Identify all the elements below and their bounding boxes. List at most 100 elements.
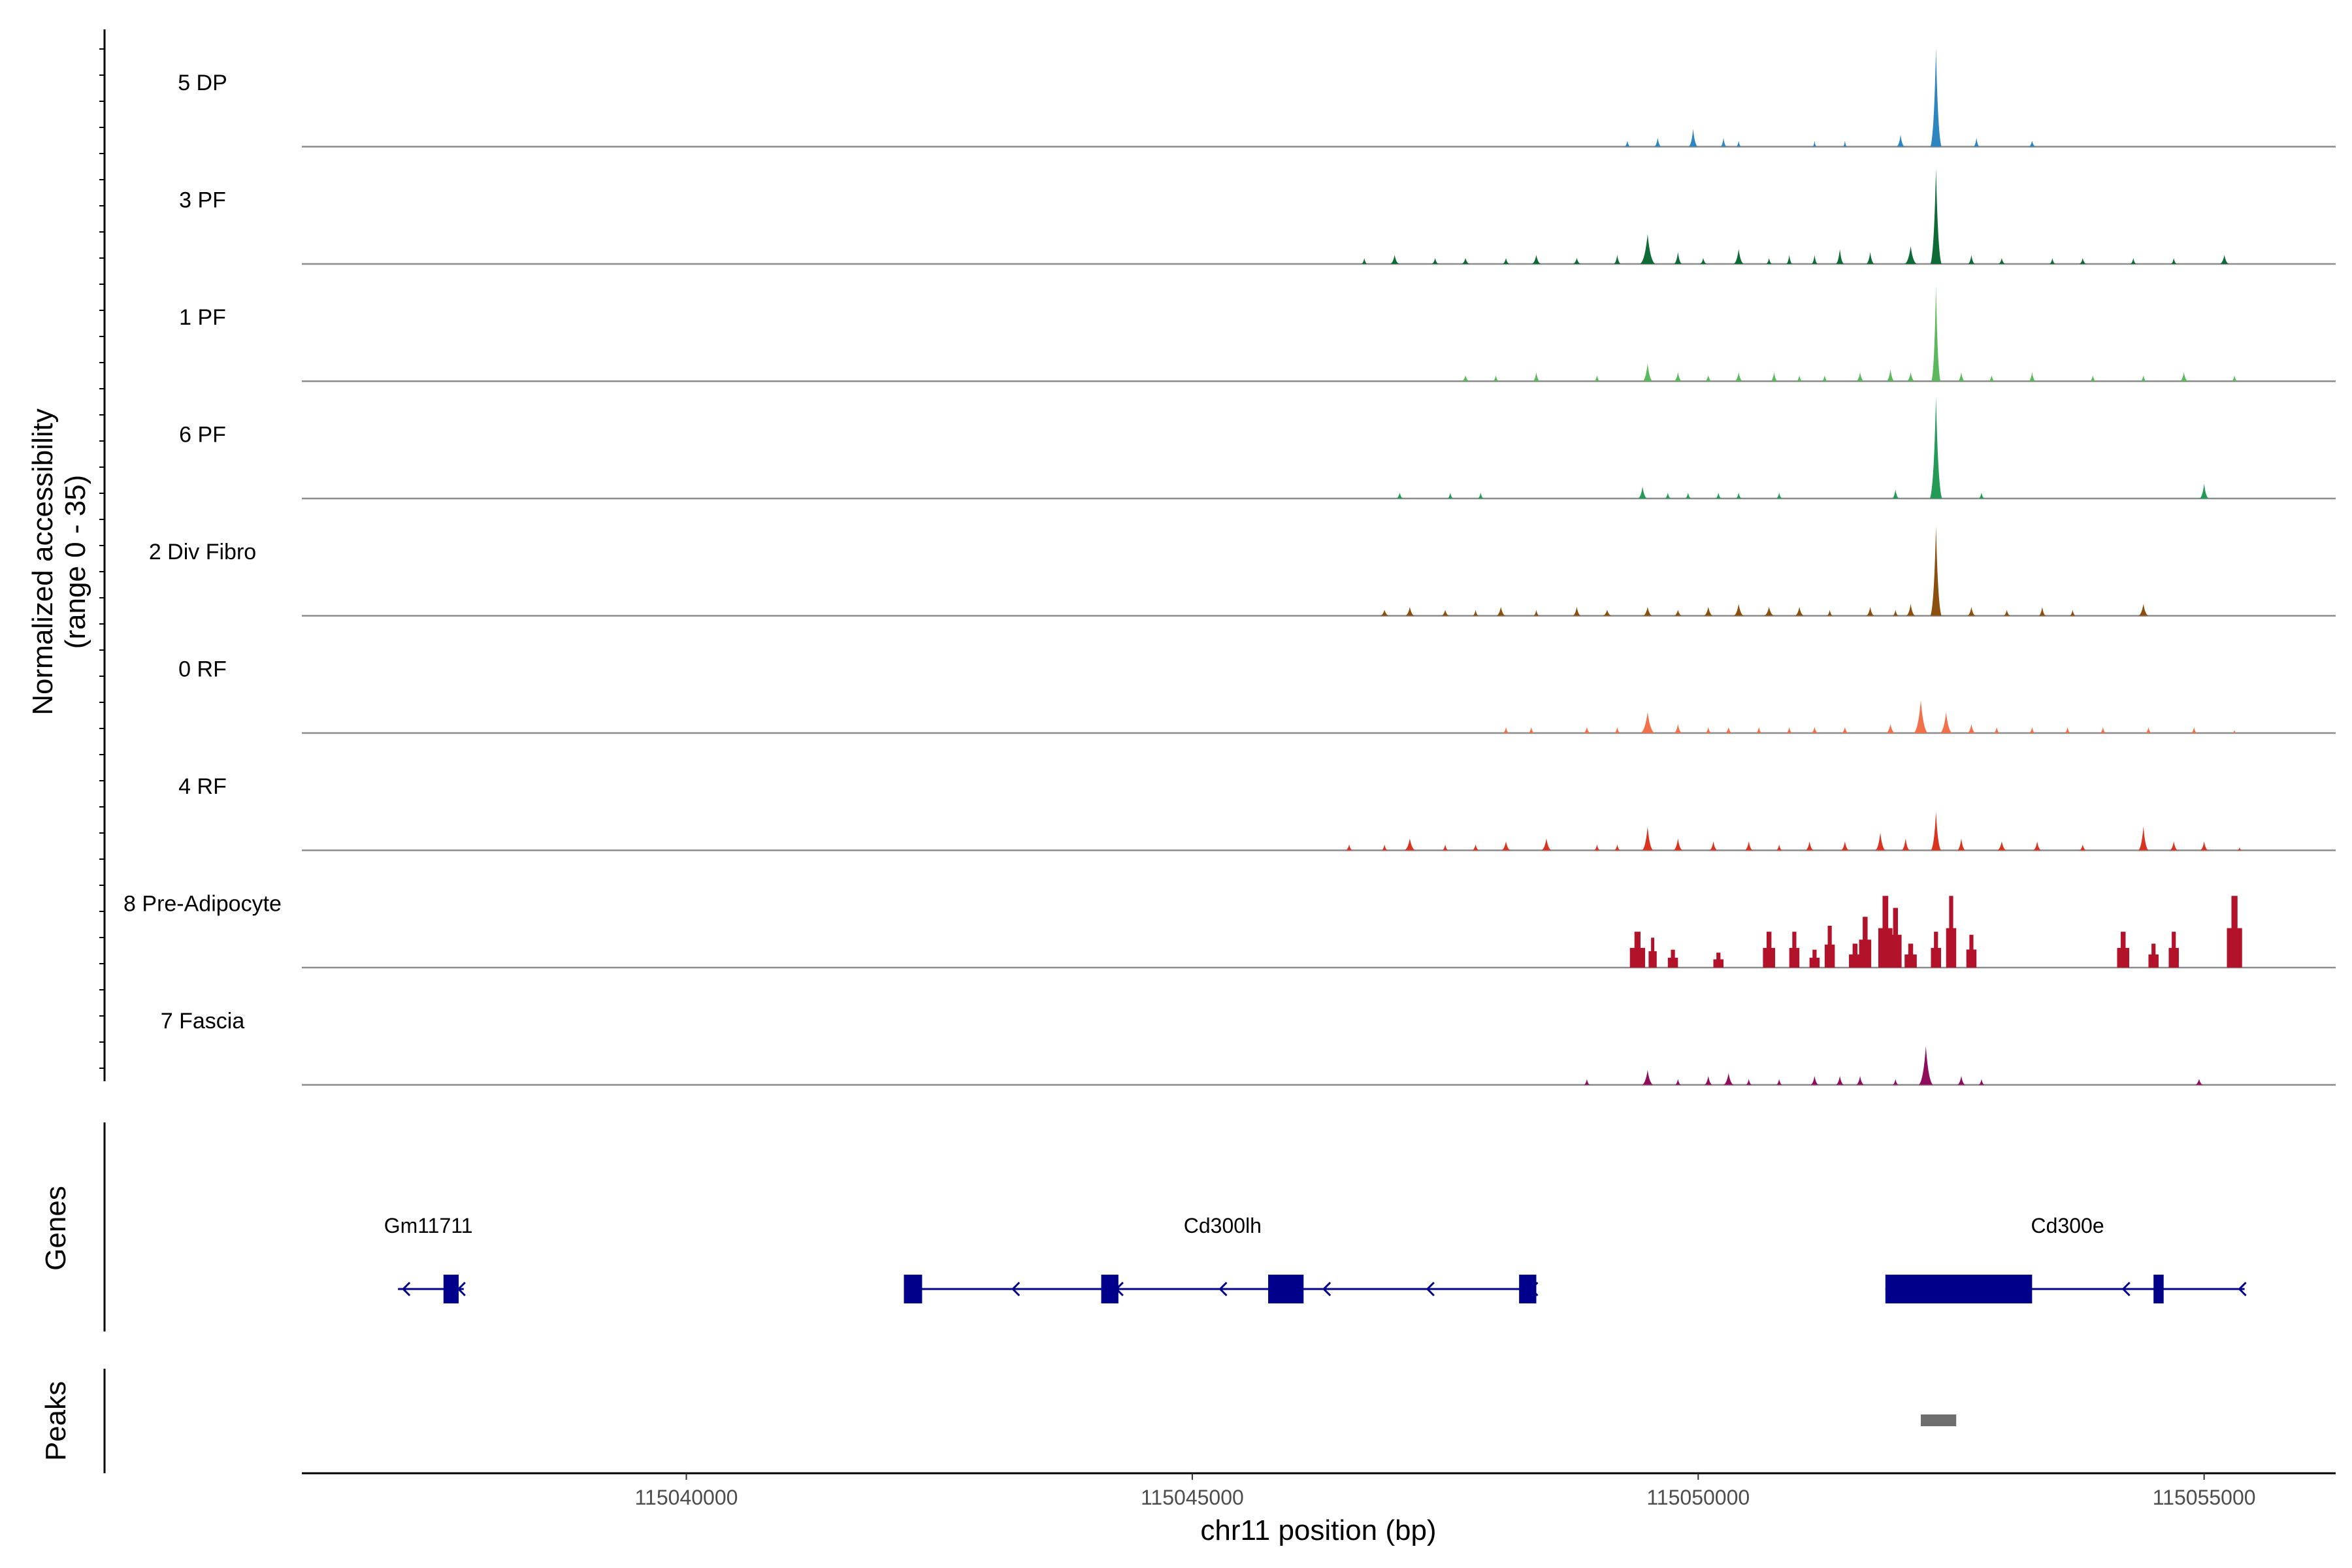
coverage-peak bbox=[1673, 838, 1683, 851]
coverage-peak bbox=[1640, 234, 1656, 264]
coverage-peak bbox=[1674, 372, 1682, 382]
exon bbox=[904, 1275, 923, 1303]
coverage-peak bbox=[1614, 727, 1621, 733]
coverage-peak bbox=[1533, 610, 1540, 616]
coverage-peak bbox=[1703, 606, 1713, 616]
x-tick-label: 115055000 bbox=[2153, 1486, 2256, 1509]
coverage-peak bbox=[1665, 492, 1671, 498]
coverage-peak bbox=[1931, 932, 1941, 968]
coverage-peak bbox=[1705, 375, 1712, 382]
coverage-peak bbox=[2079, 844, 2087, 851]
coverage-peak bbox=[1688, 129, 1698, 147]
strand-arrow bbox=[2121, 1281, 2131, 1297]
exon bbox=[2153, 1275, 2164, 1303]
strand-arrow bbox=[2238, 1281, 2247, 1297]
coverage-peak bbox=[1931, 811, 1941, 851]
coverage-peak bbox=[1859, 917, 1872, 968]
coverage-peak bbox=[1930, 48, 1942, 147]
coverage-peak bbox=[1889, 907, 1902, 968]
coverage-peak bbox=[1492, 375, 1499, 382]
coverage-peak bbox=[1380, 610, 1390, 616]
coverage-peak bbox=[1906, 604, 1916, 616]
coverage-peak bbox=[2079, 257, 2087, 264]
track-label: 1 PF bbox=[179, 305, 226, 330]
coverage-peak bbox=[1886, 369, 1895, 382]
coverage-peak bbox=[1642, 363, 1653, 382]
coverage-peak bbox=[2100, 727, 2106, 733]
coverage-peak bbox=[1746, 1079, 1752, 1085]
coverage-peak bbox=[1931, 286, 1941, 382]
track-3-pf: 3 PF bbox=[179, 168, 2336, 265]
coverage-peak bbox=[1776, 492, 1782, 498]
track-1-pf: 1 PF bbox=[179, 286, 2336, 382]
coverage-peak bbox=[1624, 140, 1631, 147]
coverage-tracks: 5 DP 3 PF 1 PF 6 PF 2 Div Fibro 0 RF 4 RF 8 Pre… bbox=[123, 48, 2336, 1086]
x-axis-title: chr11 position (bp) bbox=[1200, 1514, 1436, 1546]
coverage-peak bbox=[1404, 838, 1416, 851]
coverage-peak bbox=[1840, 841, 1850, 851]
coverage-peak bbox=[1904, 943, 1917, 968]
coverage-peak bbox=[1642, 606, 1652, 616]
coverage-peak bbox=[2089, 375, 2096, 382]
coverage-peak bbox=[1674, 724, 1682, 733]
coverage-peak bbox=[2148, 943, 2159, 968]
coverage-peak bbox=[2138, 826, 2149, 851]
coverage-peak bbox=[1812, 140, 1817, 147]
coverage-peak bbox=[1461, 375, 1470, 382]
coverage-peak bbox=[1892, 610, 1899, 616]
track-0-rf: 0 RF bbox=[178, 657, 2336, 734]
coverage-peak bbox=[1447, 492, 1454, 498]
track-6-pf: 6 PF bbox=[179, 397, 2336, 500]
coverage-peak bbox=[1614, 844, 1621, 851]
coverage-peak bbox=[2117, 932, 2130, 968]
coverage-peak bbox=[1967, 724, 1976, 733]
x-axis-ticks: 115040000 115045000 115050000 115055000 bbox=[635, 1473, 2256, 1509]
coverage-peak bbox=[2170, 257, 2177, 264]
y-axis-title-line-2: (range 0 - 35) bbox=[59, 475, 91, 649]
coverage-peak bbox=[1531, 255, 1541, 264]
coverage-peak bbox=[1771, 372, 1778, 382]
coverage-peak bbox=[1763, 606, 1774, 616]
coverage-peak bbox=[2180, 372, 2188, 382]
track-label: 8 Pre-Adipocyte bbox=[123, 892, 282, 917]
coverage-peak bbox=[2130, 257, 2136, 264]
coverage-peak bbox=[1914, 700, 1928, 733]
coverage-peak bbox=[2145, 727, 2152, 733]
coverage-peak bbox=[1583, 727, 1591, 733]
coverage-peak bbox=[1593, 375, 1601, 382]
coverage-peak bbox=[1988, 375, 1995, 382]
coverage-peak bbox=[1699, 257, 1707, 264]
coverage-peak bbox=[1405, 606, 1414, 616]
coverage-peak bbox=[1674, 1079, 1681, 1085]
coverage-peak bbox=[2219, 255, 2229, 264]
coverage-peak bbox=[1735, 492, 1742, 498]
coverage-peak bbox=[1573, 606, 1581, 616]
coverage-peak bbox=[1735, 372, 1743, 382]
peak-region bbox=[1921, 1414, 1957, 1426]
coverage-peak bbox=[1705, 727, 1712, 733]
track-label: 2 Div Fibro bbox=[149, 540, 256, 564]
coverage-peak bbox=[1472, 610, 1479, 616]
gene-track: Gm11711 Cd300lh Cd300e bbox=[384, 1214, 2247, 1303]
coverage-peak bbox=[2138, 604, 2149, 616]
coverage-peak bbox=[1891, 489, 1899, 498]
coverage-peak bbox=[1849, 943, 1861, 968]
track-label: 7 Fascia bbox=[161, 1009, 245, 1034]
coverage-peak bbox=[1638, 486, 1648, 498]
coverage-peak bbox=[1602, 610, 1612, 616]
coverage-peak bbox=[1878, 896, 1893, 968]
coverage-peak bbox=[2029, 727, 2036, 733]
coverage-peak bbox=[1841, 727, 1849, 733]
gene-gm11711: Gm11711 bbox=[384, 1214, 472, 1303]
coverage-peak bbox=[1810, 1075, 1819, 1085]
coverage-peak bbox=[1381, 844, 1388, 851]
coverage-peak bbox=[2028, 140, 2036, 147]
coverage-peak bbox=[1720, 137, 1727, 147]
coverage-peak bbox=[1866, 606, 1874, 616]
coverage-peak bbox=[1461, 257, 1470, 264]
coverage-peak bbox=[1477, 492, 1484, 498]
coverage-peak bbox=[1533, 372, 1540, 382]
coverage-peak bbox=[1776, 844, 1782, 851]
coverage-peak bbox=[1573, 257, 1581, 264]
coverage-peak bbox=[1946, 896, 1957, 968]
